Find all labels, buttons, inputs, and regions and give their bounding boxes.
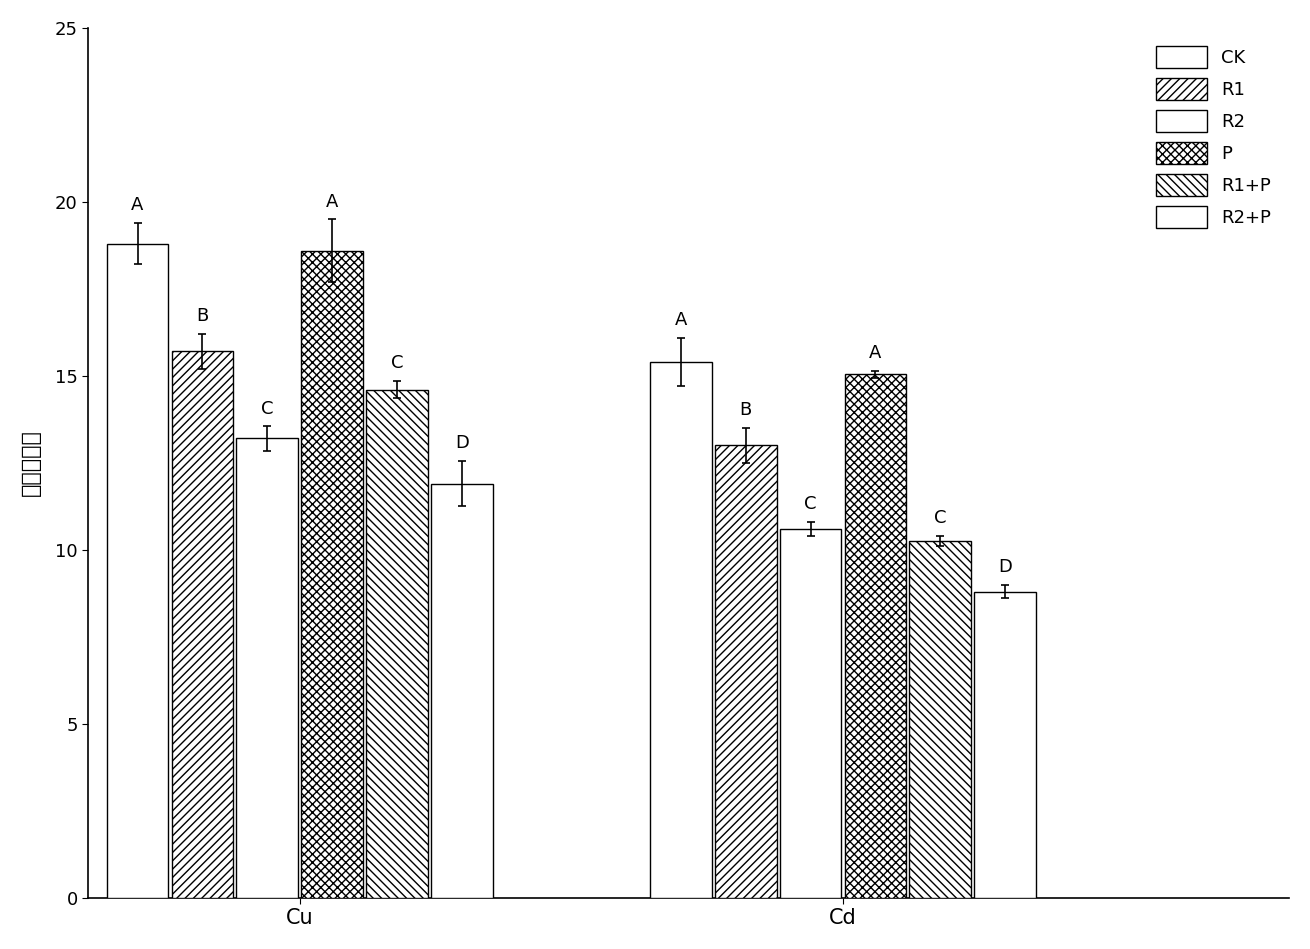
Bar [715,445,777,898]
Bar [236,438,299,898]
Text: D: D [455,435,469,453]
Bar [301,251,363,898]
Text: A: A [131,196,144,214]
Text: A: A [326,193,338,211]
Bar [779,529,841,898]
Text: C: C [934,510,947,527]
Text: C: C [390,354,403,372]
Text: B: B [196,307,208,326]
Text: B: B [740,401,752,419]
Bar [650,362,711,898]
Bar [909,541,971,898]
Bar [106,244,169,898]
Text: C: C [804,495,817,513]
Text: D: D [998,558,1013,576]
Text: A: A [675,311,688,328]
Bar [975,591,1036,898]
Legend: CK, R1, R2, P, R1+P, R2+P: CK, R1, R2, P, R1+P, R2+P [1148,37,1280,236]
Text: A: A [870,344,882,362]
Y-axis label: 重金属含量: 重金属含量 [21,429,41,496]
Bar [365,390,428,898]
Text: C: C [261,400,274,418]
Bar [431,484,493,898]
Bar [172,351,233,898]
Bar [845,374,907,898]
